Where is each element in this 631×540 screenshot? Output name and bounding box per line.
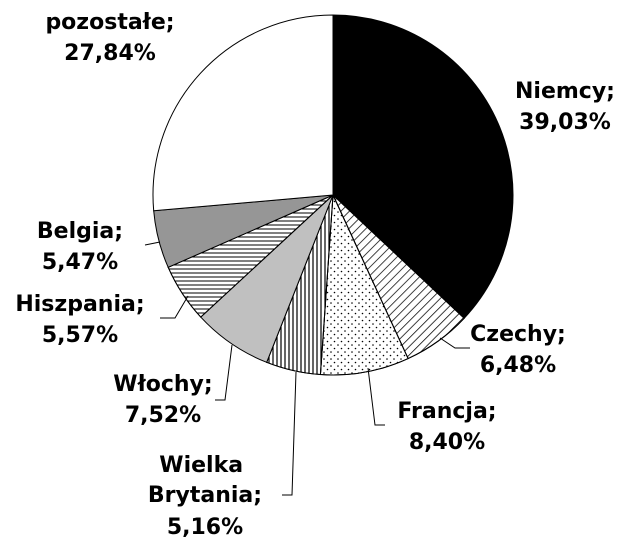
slice-pattern [319, 194, 409, 376]
value-label: 7,52% [125, 403, 201, 428]
leader-line [367, 367, 385, 426]
pie-slice [152, 14, 334, 212]
category-label: Wielka Brytania; [148, 453, 262, 508]
value-label: 5,57% [42, 323, 118, 348]
value-label: 6,48% [480, 353, 556, 378]
value-label: 5,47% [42, 250, 118, 275]
leader-line [160, 295, 189, 319]
category-label: Włochy; [113, 372, 212, 397]
value-label: 8,40% [409, 430, 485, 455]
leader-line [439, 337, 470, 349]
category-label: pozostałe; [45, 10, 174, 35]
value-label: 27,84% [64, 41, 156, 66]
value-label: 5,16% [167, 515, 243, 540]
leader-line [144, 241, 161, 246]
category-label: Czechy; [470, 322, 566, 347]
category-label: Belgia; [37, 219, 123, 244]
category-label: Hiszpania; [15, 292, 144, 317]
leader-line [215, 344, 233, 401]
value-label: 39,03% [519, 110, 611, 135]
leader-line [282, 371, 297, 496]
category-label: Francja; [397, 399, 496, 424]
category-label: Niemcy; [515, 79, 615, 104]
pie-slice [332, 14, 514, 319]
